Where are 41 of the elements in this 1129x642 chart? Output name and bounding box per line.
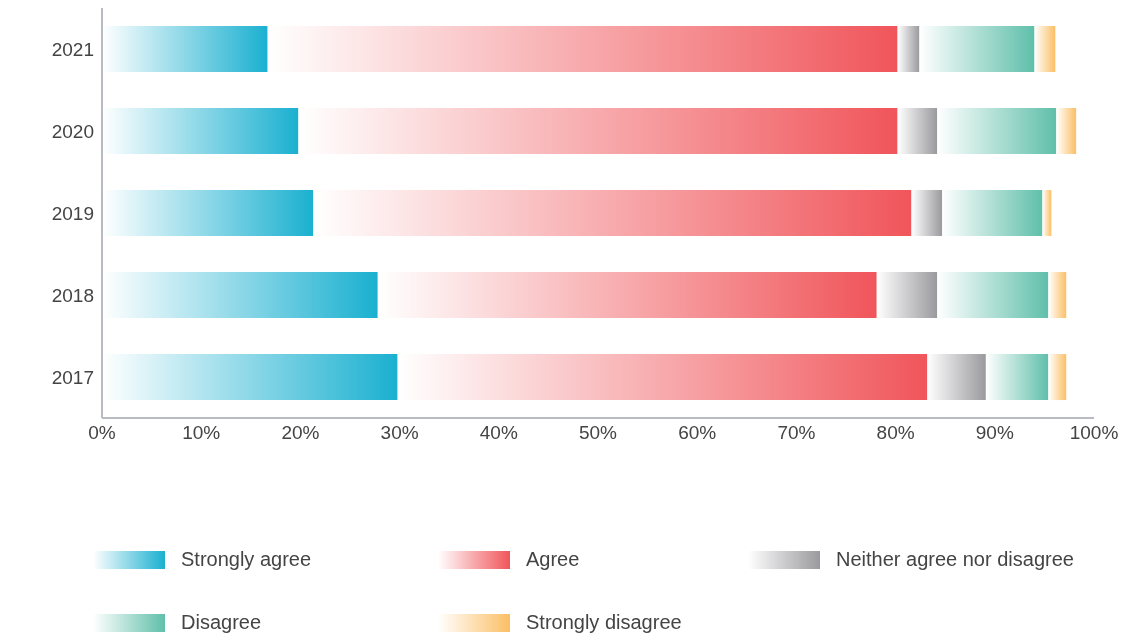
y-tick-label: 2021 — [51, 38, 94, 60]
x-tick-label: 70% — [777, 422, 816, 444]
legend-label: Neither agree nor disagree — [836, 548, 1074, 571]
x-tick-label: 60% — [678, 422, 717, 444]
y-tick-label: 2018 — [51, 284, 94, 306]
bar — [911, 190, 943, 237]
x-tick-label: 40% — [479, 422, 518, 444]
legend-label: Agree — [526, 548, 580, 571]
bar — [1048, 354, 1067, 401]
y-tick-label: 2019 — [51, 202, 94, 224]
x-tick-label: 30% — [380, 422, 419, 444]
bar — [937, 108, 1057, 155]
x-tick-label: 80% — [876, 422, 915, 444]
bar — [1042, 190, 1052, 237]
x-tick-label: 90% — [975, 422, 1014, 444]
x-tick-label: 0% — [88, 422, 116, 444]
bar — [897, 108, 938, 155]
bar — [298, 108, 898, 155]
bar — [397, 354, 928, 401]
x-tick-label: 20% — [281, 422, 320, 444]
legend-label: Strongly disagree — [526, 611, 682, 634]
legend-label: Strongly agree — [181, 548, 312, 571]
bar — [1048, 272, 1067, 319]
bar — [267, 26, 898, 73]
bar — [985, 354, 1049, 401]
x-tick-label: 50% — [578, 422, 618, 444]
bar — [942, 190, 1043, 237]
bar — [919, 26, 1035, 73]
legend-label: Disagree — [181, 611, 262, 634]
bar — [876, 272, 938, 319]
x-tick-label: 10% — [182, 422, 221, 444]
bar — [897, 26, 920, 73]
y-tick-label: 2020 — [51, 120, 94, 142]
bar — [927, 354, 986, 401]
bar — [377, 272, 877, 319]
bar — [937, 272, 1049, 319]
y-tick-label: 2017 — [51, 366, 94, 388]
x-tick-label: 100% — [1069, 422, 1119, 444]
bar — [1034, 26, 1056, 73]
bar — [1056, 108, 1077, 155]
bar — [313, 190, 912, 237]
